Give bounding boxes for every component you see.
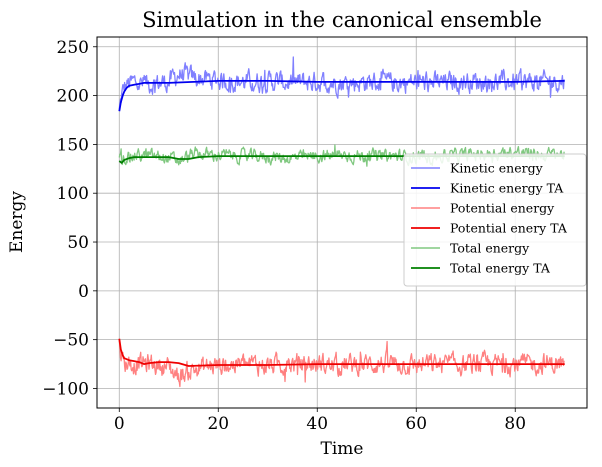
legend-box: [403, 153, 587, 287]
series-line-potential-enery-ta: [118, 338, 565, 367]
x-axis-ticks: 0 20 40 60 80: [114, 408, 526, 434]
series-line-kinetic-energy-ta: [118, 80, 565, 112]
y-tick-label: −100: [42, 379, 89, 399]
chart-title: Simulation in the canonical ensemble: [142, 8, 542, 32]
y-tick-label: −50: [53, 331, 89, 351]
x-tick-label: 60: [405, 414, 427, 434]
legend-label-kinetic-energy-ta: Kinetic energy TA: [450, 181, 564, 196]
legend-label-kinetic-energy: Kinetic energy: [450, 161, 544, 176]
y-tick-label: 150: [57, 135, 89, 155]
y-tick-label: 100: [57, 184, 89, 204]
y-tick-label: 50: [67, 233, 89, 253]
legend-label-total-energy-ta: Total energy TA: [450, 261, 551, 276]
series-line-potential-energy: [118, 340, 565, 388]
y-tick-label: 250: [57, 38, 89, 58]
legend-label-potential-enery-ta: Potential enery TA: [450, 221, 568, 236]
legend[interactable]: Kinetic energy Kinetic energy TA Potential…: [403, 153, 587, 287]
y-tick-label: 200: [57, 87, 89, 107]
x-tick-label: 0: [114, 414, 125, 434]
plot-frame: [96, 36, 588, 409]
y-axis-ticks: −100 −50 0 50 100 150 200 250: [42, 38, 97, 399]
x-tick-label: 20: [207, 414, 229, 434]
x-axis-label: Time: [321, 439, 364, 459]
x-tick-label: 80: [504, 414, 526, 434]
x-tick-label: 40: [306, 414, 328, 434]
y-axis-label: Energy: [7, 191, 27, 253]
y-tick-label: 0: [78, 282, 89, 302]
legend-label-potential-energy: Potential energy: [450, 201, 555, 216]
series-line-kinetic-energy: [118, 56, 565, 109]
legend-label-total-energy: Total energy: [450, 241, 530, 256]
